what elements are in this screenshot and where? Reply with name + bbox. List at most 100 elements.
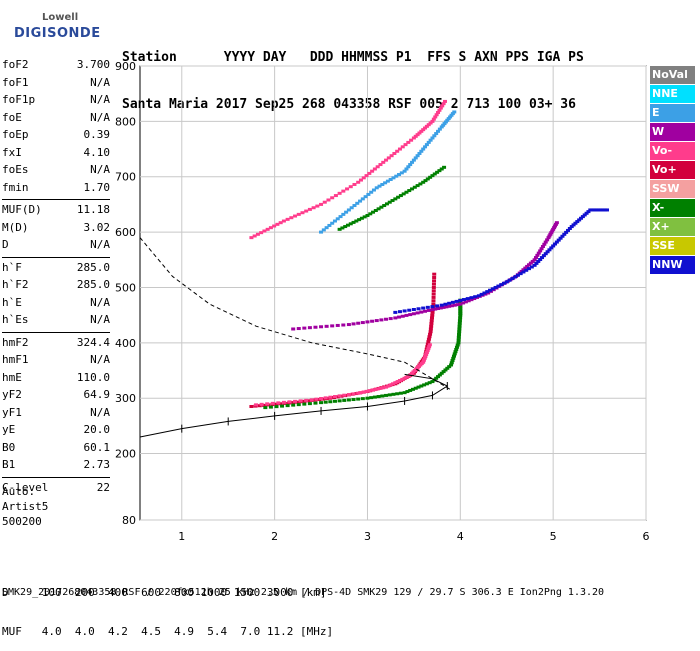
echo-mark [571, 223, 576, 227]
echo-mark [538, 258, 543, 262]
echo-mark [402, 169, 407, 173]
echo-mark [435, 304, 440, 308]
echo-mark [409, 138, 414, 142]
echo-mark [259, 231, 264, 235]
echo-mark [527, 263, 532, 267]
echo-mark [285, 404, 290, 408]
x-tick-label: 2 [271, 530, 278, 543]
echo-mark [430, 310, 435, 314]
param-value: N/A [90, 110, 110, 124]
param-separator [2, 476, 110, 478]
echo-mark [513, 275, 518, 279]
echo-mark [397, 310, 402, 314]
echo-mark [255, 232, 260, 236]
param-separator [2, 256, 110, 258]
echo-mark [384, 158, 389, 162]
echo-mark [579, 216, 584, 220]
echo-mark [451, 356, 456, 360]
echo-mark [328, 395, 333, 399]
echo-mark [425, 305, 430, 309]
echo-mark [540, 244, 545, 248]
echo-mark [262, 229, 267, 233]
echo-mark [411, 158, 416, 162]
echo-mark [365, 320, 370, 324]
param-name: foEs [2, 163, 29, 176]
echo-mark [445, 118, 450, 122]
echo-mark [430, 119, 435, 123]
echo-mark [379, 318, 384, 322]
echo-mark [366, 192, 371, 196]
logo-line2: DIGISONDE [14, 26, 101, 41]
param-name: h`F [2, 260, 22, 274]
echo-mark [332, 219, 337, 223]
echo-mark [392, 151, 397, 155]
param-name: foEp [2, 128, 29, 141]
echo-mark [384, 385, 389, 389]
footer-info: SMK29_2017268043358.RSF / 220fx512h 25 k… [2, 587, 605, 598]
echo-mark [443, 302, 448, 306]
echo-mark [426, 340, 431, 344]
echo-mark [272, 224, 277, 228]
echo-mark [341, 212, 346, 216]
echo-mark [387, 200, 392, 204]
echo-mark [532, 263, 537, 267]
echo-mark [342, 393, 347, 397]
echo-mark [287, 400, 292, 404]
echo-mark [437, 169, 442, 173]
echo-mark [556, 238, 561, 242]
param-row: foE N/A [2, 111, 110, 129]
param-value: 324.4 [76, 335, 110, 349]
param-value: N/A [90, 163, 110, 176]
param-name: fxI [2, 145, 22, 159]
echo-mark [424, 382, 429, 386]
echo-mark [567, 226, 572, 230]
echo-mark [408, 313, 413, 317]
echo-mark [408, 388, 413, 392]
echo-mark [441, 370, 446, 374]
echo-mark [361, 176, 366, 180]
echo-mark [528, 261, 533, 265]
param-row: h`F2 285.0 [2, 278, 110, 296]
echo-mark [342, 398, 347, 402]
echo-mark [384, 393, 389, 397]
echo-mark [432, 275, 437, 279]
param-value: N/A [90, 93, 110, 106]
echo-mark [449, 304, 454, 308]
echo-mark [529, 265, 534, 269]
echo-mark [441, 305, 446, 309]
echo-mark [424, 351, 429, 355]
param-value: 285.0 [76, 278, 110, 291]
param-name: yF1 [2, 405, 22, 419]
echo-mark [457, 327, 462, 331]
echo-mark [424, 143, 429, 147]
echo-mark [421, 306, 426, 310]
echo-mark [419, 129, 424, 133]
param-name: M(D) [2, 220, 29, 234]
legend-item: SSE [650, 237, 695, 255]
echo-mark [332, 395, 337, 399]
param-name: h`E [2, 295, 22, 309]
echo-mark [374, 186, 379, 190]
y-tick-label: 900 [115, 60, 136, 73]
echo-mark [384, 317, 389, 321]
param-row: hmF1 N/A [2, 353, 110, 371]
echo-mark [431, 299, 436, 303]
density-profile-line [139, 237, 452, 391]
echo-mark [385, 179, 390, 183]
param-value: 1.70 [83, 180, 111, 194]
echo-mark [569, 225, 574, 229]
echo-mark [456, 335, 461, 339]
echo-mark [419, 384, 424, 388]
echo-mark [450, 300, 455, 304]
echo-mark [411, 312, 416, 316]
autoscaling-info: Auto: Artist5 500200 [2, 484, 48, 529]
echo-mark [356, 397, 361, 401]
echo-mark [319, 230, 324, 234]
param-row: foF2 3.700 [2, 58, 110, 76]
param-value: 20.0 [83, 423, 111, 436]
echo-mark [338, 215, 343, 219]
echo-mark [398, 194, 403, 198]
y-tick-label: 800 [115, 115, 136, 128]
echo-mark [445, 366, 450, 370]
echo-mark [421, 147, 426, 151]
